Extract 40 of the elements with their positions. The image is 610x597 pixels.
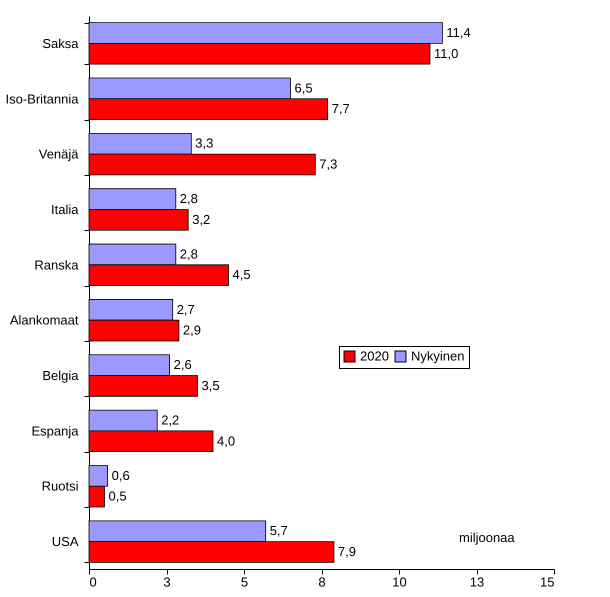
data-label: 4,5 <box>232 267 251 282</box>
x-tick-label: 5 <box>240 574 248 590</box>
y-tick-label: Saksa <box>42 36 80 51</box>
data-label: 3,5 <box>202 378 220 393</box>
data-label: 0,6 <box>112 468 130 483</box>
y-tick-label: Iso-Britannia <box>6 91 80 106</box>
data-label: 2,6 <box>174 357 192 372</box>
data-label: 2,2 <box>161 412 180 428</box>
y-tick-label: Ruotsi <box>42 478 79 494</box>
y-tick-label: Belgia <box>42 368 80 384</box>
x-tick-label: 15 <box>540 574 554 590</box>
x-tick-label: 10 <box>392 574 407 590</box>
data-label: 2,9 <box>182 322 201 338</box>
y-tick-label: Alankomaat <box>10 312 79 328</box>
y-tick-label: Espanja <box>32 423 80 438</box>
data-label: 7,9 <box>338 544 356 559</box>
x-tick-label: 8 <box>318 574 326 590</box>
x-tick-label: 0 <box>90 574 97 590</box>
data-label: 2,7 <box>176 302 195 317</box>
data-label: 2,8 <box>180 246 198 262</box>
data-label: 4,0 <box>217 433 236 448</box>
y-tick-label: USA <box>52 534 79 550</box>
data-label: 3,3 <box>195 136 214 151</box>
data-label: 11,4 <box>446 25 471 40</box>
x-tick-label: 13 <box>470 574 484 590</box>
y-tick-label: Italia <box>51 202 80 217</box>
y-tick-label: Venäjä <box>38 146 80 162</box>
data-label: 7,3 <box>319 156 338 172</box>
y-tick-label: Ranska <box>34 257 80 272</box>
data-label: 0,5 <box>108 488 127 504</box>
data-label: 6,5 <box>294 80 313 96</box>
legend-label: Nykyinen <box>411 348 464 364</box>
legend-label: 2020 <box>360 348 389 364</box>
x-tick-label: 3 <box>163 574 171 590</box>
data-label: 5,7 <box>270 523 288 538</box>
data-label: 7,7 <box>332 101 350 116</box>
data-label: 3,2 <box>192 212 210 227</box>
annotation: miljoonaa <box>459 530 516 545</box>
data-label: 2,8 <box>180 191 198 206</box>
data-label: 11,0 <box>434 46 458 61</box>
